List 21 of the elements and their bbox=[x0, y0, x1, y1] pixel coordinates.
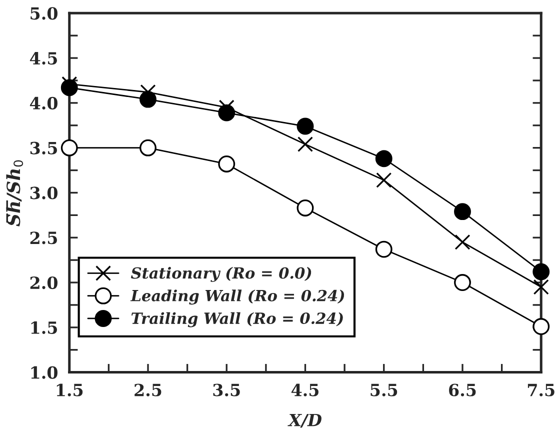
y-tick-label: 4.0 bbox=[30, 96, 58, 110]
legend-label: Leading Wall (Ro = 0.24) bbox=[130, 290, 344, 305]
x-axis-title: X/D bbox=[288, 414, 322, 428]
y-axis-title: S̅h̅/Sh$_{0}$ bbox=[6, 160, 24, 226]
legend-label: Stationary (Ro = 0.0) bbox=[130, 266, 312, 282]
x-tick-label: 5.5 bbox=[370, 384, 398, 396]
y-tick-label: 3.5 bbox=[30, 142, 58, 154]
y-tick-label: 1.5 bbox=[31, 321, 58, 334]
y-tick-label: 5.0 bbox=[30, 7, 58, 20]
x-tick-label: 4.5 bbox=[291, 384, 318, 396]
y-tick-label: 3.0 bbox=[30, 186, 58, 200]
y-tick-label: 4.5 bbox=[30, 52, 58, 65]
y-tick-label: 1.0 bbox=[31, 366, 58, 379]
y-tick-label: 2.0 bbox=[30, 276, 58, 290]
x-tick-label: 1.5 bbox=[56, 384, 83, 396]
legend-label: Trailing Wall (Ro = 0.24) bbox=[131, 312, 343, 328]
x-tick-label: 6.5 bbox=[449, 384, 476, 396]
x-tick-label: 7.5 bbox=[528, 384, 554, 396]
y-tick-label: 2.5 bbox=[30, 232, 58, 244]
x-tick-label: 2.5 bbox=[134, 384, 162, 396]
x-tick-label: 3.5 bbox=[213, 384, 240, 396]
